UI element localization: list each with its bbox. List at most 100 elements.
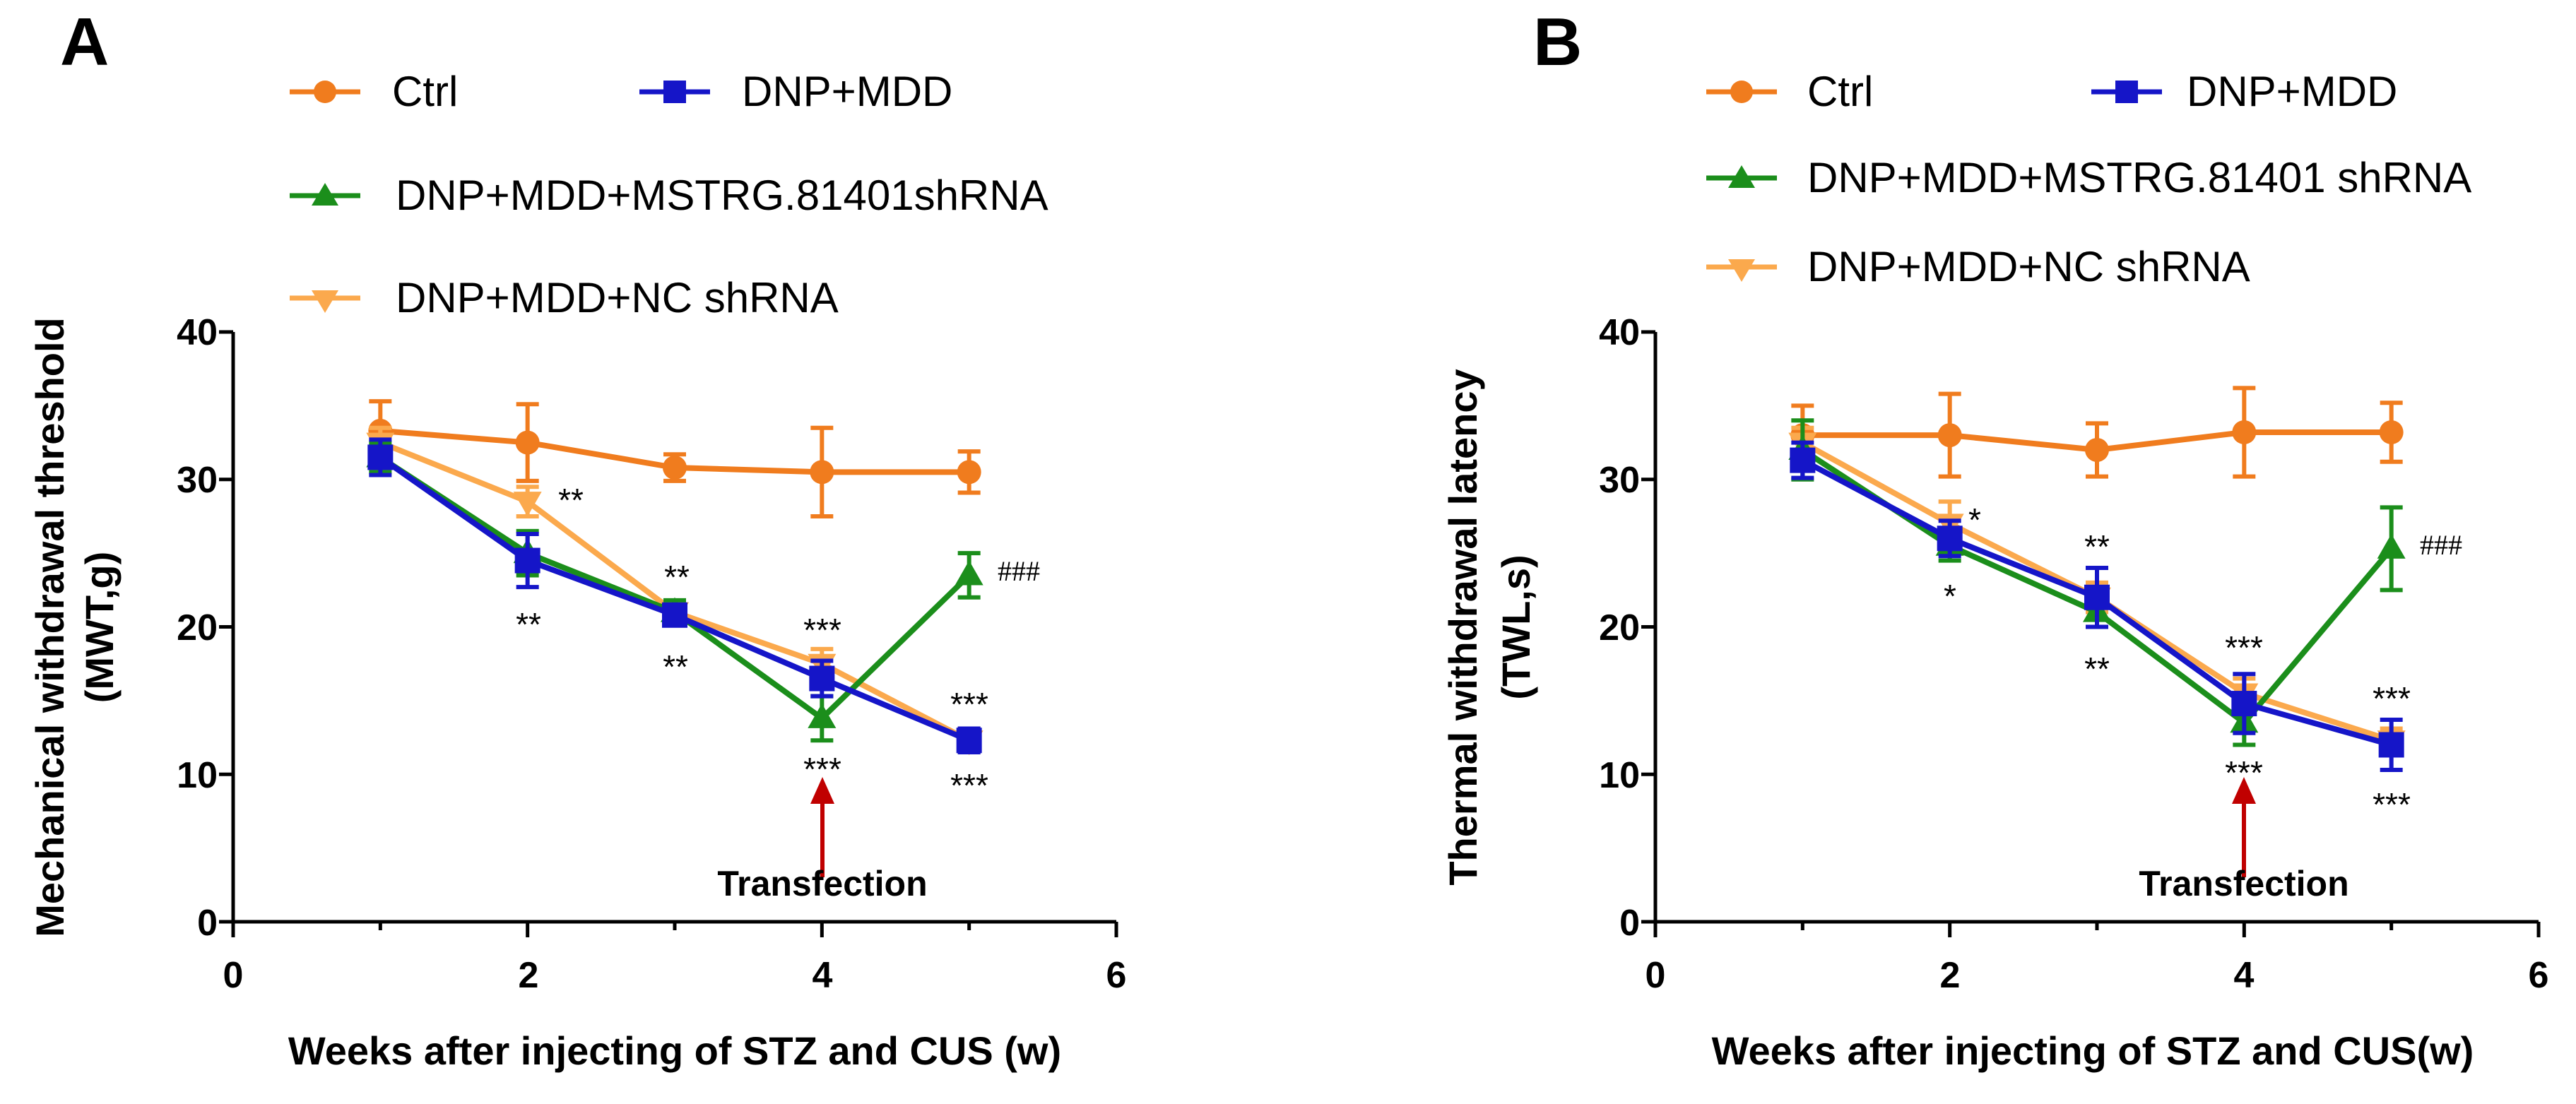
panel-b-xtick-label: 2 xyxy=(1940,955,1961,996)
panel-b-legend: Ctrl DNP+MDD DNP+MDD+MSTRG.81401 shRNA D… xyxy=(1706,68,2471,290)
panel-b-series-ctrl xyxy=(1790,386,2404,479)
panel-a-xtick-label: 0 xyxy=(223,955,244,996)
panel-b-series-ctrl-point xyxy=(1937,423,1962,448)
legend-label-dnp-mdd: DNP+MDD xyxy=(2187,68,2397,115)
panel-b-series-ctrl-point xyxy=(2379,420,2404,444)
legend-marker-dnp-mdd xyxy=(663,81,686,103)
legend-marker-dnp-mdd xyxy=(2115,81,2138,103)
panel-b-annotations: * * ** ** *** *** *** *** ### Transfecti… xyxy=(1944,501,2462,903)
panel-b-axes: 0 10 20 30 40 0 2 4 6 Weeks after inject… xyxy=(1441,312,2548,1073)
panel-b-series-ctrl-point xyxy=(2232,420,2257,444)
panel-b-sig-label: * xyxy=(1968,501,1981,538)
legend-marker-shrna xyxy=(312,183,338,206)
panel-a-arrow-head xyxy=(810,777,834,804)
panel-b-xtick-label: 6 xyxy=(2529,955,2549,996)
panel-a: A Ctrl DNP+MDD DNP+MDD+MSTRG.81401shRNA … xyxy=(28,4,1126,1073)
panel-a-ytick-label: 10 xyxy=(177,755,218,796)
panel-b-arrow-head xyxy=(2232,777,2256,804)
legend-marker-nc xyxy=(1728,259,1755,282)
panel-b-letter: B xyxy=(1533,4,1582,80)
panel-a-series-dnp-mdd-point xyxy=(514,547,540,574)
legend-label-nc: DNP+MDD+NC shRNA xyxy=(1807,243,2250,290)
legend-marker-shrna xyxy=(1728,165,1755,188)
panel-a-y-axis-subtitle: (MWT,g) xyxy=(77,552,122,704)
panel-b-y-axis-title: Thermal withdrawal latency xyxy=(1441,369,1485,885)
panel-a-series-dnp-mdd-point xyxy=(956,728,982,754)
panel-b-arrow-label: Transfection xyxy=(2139,864,2348,903)
panel-b-ytick-label: 0 xyxy=(1619,903,1640,944)
panel-a-series-dnp-mdd-nc-shrna-point xyxy=(513,492,542,517)
panel-b-sig-label: ** xyxy=(2084,651,2110,687)
panel-b-series-dnp-mdd-point xyxy=(1790,447,1816,473)
panel-a-xtick-label: 4 xyxy=(813,955,833,996)
panel-a-ytick-label: 40 xyxy=(177,312,218,353)
panel-a-axes: 0 10 20 30 40 0 2 4 6 Weeks after inject… xyxy=(28,312,1126,1073)
panel-a-series-dnp-mdd xyxy=(367,437,982,754)
panel-b-ytick-label: 10 xyxy=(1599,755,1640,796)
panel-b-series-dnp-mdd-point xyxy=(2084,584,2110,610)
panel-a-x-axis-title: Weeks after injecting of STZ and CUS (w) xyxy=(288,1028,1061,1073)
panel-b-sig-label: *** xyxy=(2225,629,2263,666)
panel-a-sig-label: ** xyxy=(516,606,541,643)
legend-marker-ctrl xyxy=(1730,81,1753,103)
legend-marker-nc xyxy=(312,290,338,313)
panel-a-annotations: ** ** ** ** *** *** *** *** ### Transfec… xyxy=(516,482,1040,903)
panel-b: B Ctrl DNP+MDD DNP+MDD+MSTRG.81401 shRNA… xyxy=(1441,4,2548,1073)
panel-b-xtick-label: 0 xyxy=(1646,955,1666,996)
panel-b-series-ctrl-point xyxy=(2085,438,2109,462)
panel-a-legend: Ctrl DNP+MDD DNP+MDD+MSTRG.81401shRNA DN… xyxy=(290,68,1048,321)
panel-a-ytick-label: 30 xyxy=(177,460,218,501)
panel-a-sig-label: *** xyxy=(950,767,988,804)
panel-b-series-dnp-mdd-point xyxy=(1937,526,1963,552)
panel-b-plot-area xyxy=(1788,386,2406,772)
panel-a-series-dnp-mdd-mstrg-81401shrna-point xyxy=(808,703,837,728)
panel-a-y-axis-title: Mechanical withdrawal threshold xyxy=(28,317,72,937)
panel-a-sig-label: ** xyxy=(664,559,690,595)
panel-a-hash-label: ### xyxy=(998,555,1040,587)
panel-a-sig-label: *** xyxy=(950,686,988,723)
panel-b-sig-label: *** xyxy=(2373,680,2411,717)
panel-b-ytick-label: 30 xyxy=(1599,460,1640,501)
panel-a-plot-area xyxy=(366,399,983,756)
legend-label-dnp-mdd: DNP+MDD xyxy=(742,68,952,115)
panel-a-ytick-label: 0 xyxy=(197,903,218,944)
panel-b-xtick-label: 4 xyxy=(2234,955,2255,996)
legend-label-shrna: DNP+MDD+MSTRG.81401 shRNA xyxy=(1807,154,2471,201)
panel-a-series-ctrl xyxy=(368,399,981,518)
panel-b-series-dnp-mdd-point xyxy=(2231,691,2257,717)
panel-a-xtick-label: 6 xyxy=(1106,955,1127,996)
panel-a-arrow-label: Transfection xyxy=(717,864,927,903)
panel-b-y-axis-subtitle: (TWL,s) xyxy=(1494,554,1538,699)
legend-label-shrna: DNP+MDD+MSTRG.81401shRNA xyxy=(396,172,1048,219)
panel-b-sig-label: *** xyxy=(2373,786,2411,823)
panel-b-series-dnp-mdd-mstrg-81401-shrna-point xyxy=(2377,533,2406,559)
panel-a-ytick-label: 20 xyxy=(177,607,218,648)
panel-b-hash-label: ### xyxy=(2420,529,2462,561)
panel-a-sig-label: *** xyxy=(803,612,841,648)
panel-b-x-axis-title: Weeks after injecting of STZ and CUS(w) xyxy=(1712,1028,2474,1073)
panel-b-ytick-label: 40 xyxy=(1599,312,1640,353)
panel-a-xtick-label: 2 xyxy=(519,955,539,996)
panel-b-ytick-label: 20 xyxy=(1599,607,1640,648)
legend-marker-ctrl xyxy=(314,81,336,103)
panel-a-series-ctrl-point xyxy=(810,460,834,485)
legend-label-ctrl: Ctrl xyxy=(1807,68,1873,115)
panel-a-series-dnp-mdd-mstrg-81401shrna-point xyxy=(955,560,983,586)
panel-a-series-dnp-mdd-point xyxy=(367,444,394,470)
panel-a-series-dnp-mdd-point xyxy=(809,665,835,692)
panel-a-letter: A xyxy=(60,4,109,80)
panel-b-series-dnp-mdd xyxy=(1790,440,2404,772)
panel-b-sig-label: * xyxy=(1944,578,1956,615)
panel-a-sig-label: ** xyxy=(558,482,584,518)
legend-label-nc: DNP+MDD+NC shRNA xyxy=(396,274,839,321)
panel-a-series-ctrl-point xyxy=(957,460,981,485)
panel-b-series-dnp-mdd-point xyxy=(2378,732,2404,758)
panel-a-series-dnp-mdd-point xyxy=(662,602,687,628)
panel-a-series-ctrl-point xyxy=(515,430,540,455)
panel-b-sig-label: ** xyxy=(2084,528,2110,565)
panel-a-sig-label: ** xyxy=(663,648,688,685)
panel-a-series-ctrl-point xyxy=(663,456,687,480)
legend-label-ctrl: Ctrl xyxy=(392,68,458,115)
